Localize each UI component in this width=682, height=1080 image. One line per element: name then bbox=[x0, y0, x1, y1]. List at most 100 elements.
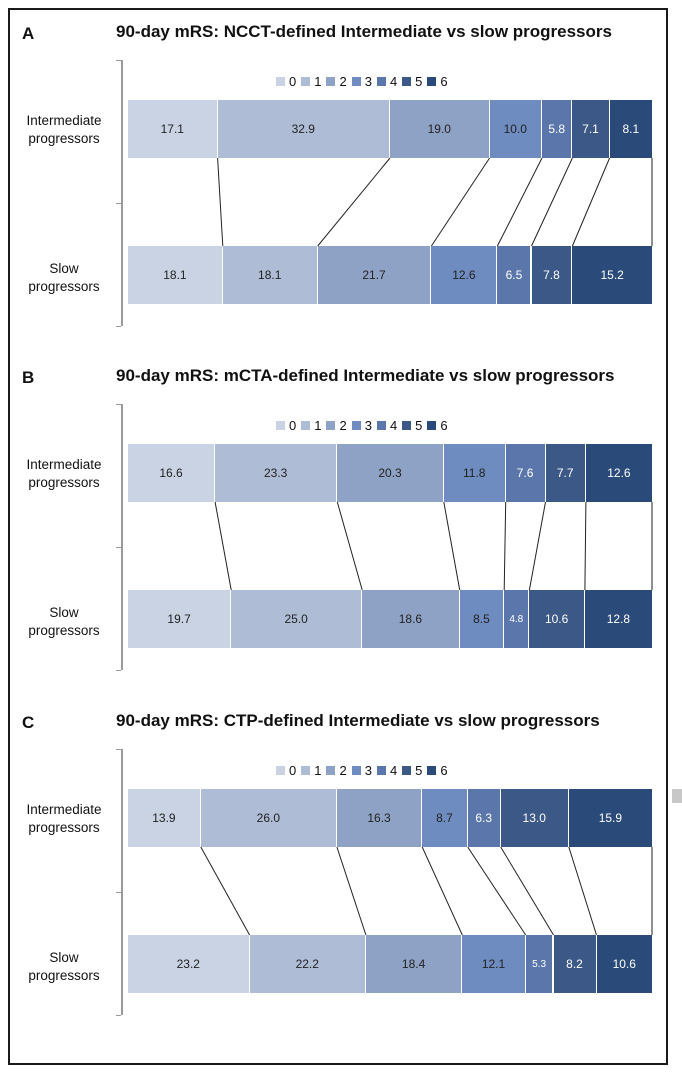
category-label: Slow progressors bbox=[8, 260, 120, 296]
bar-segment: 23.2 bbox=[128, 935, 250, 993]
legend-item: 5 bbox=[402, 763, 422, 778]
legend-swatch bbox=[276, 421, 285, 430]
legend-item: 6 bbox=[427, 74, 448, 89]
bar-value-label: 10.0 bbox=[503, 122, 527, 136]
y-axis-tick bbox=[116, 749, 121, 750]
y-axis-line bbox=[121, 404, 123, 670]
legend-swatch bbox=[376, 766, 386, 775]
bar-segment: 10.6 bbox=[529, 590, 585, 648]
legend-label: 6 bbox=[440, 418, 448, 433]
y-axis-tick bbox=[116, 203, 121, 204]
bar-value-label: 8.5 bbox=[473, 612, 490, 626]
legend-swatch bbox=[402, 77, 412, 86]
category-label: Intermediate progressors bbox=[8, 112, 120, 148]
bar-segment: 21.7 bbox=[317, 246, 432, 304]
legend-label: 0 bbox=[289, 74, 297, 89]
bar-segment: 18.1 bbox=[222, 246, 318, 304]
bar-value-label: 8.7 bbox=[436, 811, 453, 825]
chart-title: 90-day mRS: mCTA-defined Intermediate vs… bbox=[116, 366, 615, 385]
bar-segment: 18.4 bbox=[365, 935, 463, 993]
legend-label: 5 bbox=[415, 418, 423, 433]
bar-value-label: 8.2 bbox=[566, 957, 583, 971]
bar-value-label: 7.6 bbox=[516, 466, 534, 480]
bar-value-label: 19.7 bbox=[167, 612, 191, 626]
category-label-line: Slow bbox=[49, 261, 79, 276]
bar-segment: 13.0 bbox=[500, 789, 569, 847]
bar-segment: 10.6 bbox=[596, 935, 652, 993]
bar-segment: 16.6 bbox=[128, 444, 216, 502]
legend-swatch bbox=[402, 421, 412, 430]
legend-swatch bbox=[402, 766, 412, 775]
legend: 0 1 2 3 4 5 6 bbox=[276, 418, 453, 433]
category-label-line: progressors bbox=[28, 623, 100, 638]
category-label-line: progressors bbox=[28, 968, 100, 983]
legend-label: 3 bbox=[364, 418, 372, 433]
panel-letter: B bbox=[22, 368, 35, 387]
bar-segment: 8.2 bbox=[553, 935, 597, 993]
legend-item: 2 bbox=[326, 418, 347, 433]
legend-label: 1 bbox=[314, 763, 322, 778]
legend-item: 5 bbox=[402, 74, 422, 89]
bar-segment: 12.8 bbox=[584, 590, 652, 648]
bar-segment: 5.3 bbox=[525, 935, 554, 993]
bar-value-label: 12.6 bbox=[607, 466, 631, 480]
legend-item: 1 bbox=[301, 763, 321, 778]
legend-label: 2 bbox=[339, 74, 347, 89]
category-label: Intermediate progressors bbox=[8, 801, 120, 837]
bar-segment: 8.5 bbox=[459, 590, 505, 648]
bar-segment: 12.6 bbox=[585, 444, 652, 502]
legend-swatch bbox=[276, 766, 285, 775]
bar-value-label: 18.6 bbox=[398, 612, 423, 626]
bar-segment: 25.0 bbox=[231, 590, 363, 648]
legend-label: 4 bbox=[389, 74, 398, 89]
legend-label: 0 bbox=[289, 763, 297, 778]
legend: 0 1 2 3 4 5 6 bbox=[276, 763, 453, 778]
legend-label: 3 bbox=[364, 763, 372, 778]
category-label-line: Intermediate bbox=[26, 113, 102, 128]
bar-segment: 26.0 bbox=[200, 789, 337, 847]
bar-value-label: 20.3 bbox=[378, 466, 402, 480]
bar-value-label: 18.1 bbox=[163, 268, 187, 282]
y-axis-tick bbox=[116, 326, 121, 327]
legend-swatch bbox=[326, 766, 336, 775]
legend-label: 1 bbox=[314, 418, 322, 433]
category-label-line: progressors bbox=[28, 475, 100, 490]
category-label-line: Slow bbox=[49, 605, 79, 620]
legend-swatch bbox=[301, 77, 311, 86]
legend-label: 1 bbox=[314, 74, 322, 89]
legend-label: 0 bbox=[289, 418, 297, 433]
y-axis-tick bbox=[116, 1015, 121, 1016]
legend-item: 5 bbox=[402, 418, 422, 433]
bar-segment: 18.1 bbox=[128, 246, 223, 304]
legend-item: 4 bbox=[376, 763, 398, 778]
bar-segment: 7.1 bbox=[572, 100, 610, 158]
legend-swatch bbox=[326, 421, 336, 430]
bar-value-label: 15.2 bbox=[600, 268, 624, 282]
panel-letter: A bbox=[22, 24, 35, 43]
legend-label: 6 bbox=[440, 763, 448, 778]
bar-segment: 22.2 bbox=[249, 935, 366, 993]
bar-value-label: 7.8 bbox=[543, 268, 560, 282]
legend-swatch bbox=[351, 766, 361, 775]
bar-value-label: 32.9 bbox=[291, 122, 315, 136]
bar-value-label: 4.8 bbox=[509, 613, 524, 625]
legend-item: 1 bbox=[301, 418, 321, 433]
legend-label: 4 bbox=[389, 763, 398, 778]
bar-value-label: 10.6 bbox=[612, 957, 636, 971]
y-axis-tick bbox=[116, 404, 121, 405]
legend-swatch bbox=[427, 766, 437, 775]
bar-segment: 5.8 bbox=[542, 100, 573, 158]
category-label-line: progressors bbox=[28, 279, 100, 294]
bar-value-label: 25.0 bbox=[284, 612, 308, 626]
category-label: Intermediate progressors bbox=[8, 456, 120, 492]
category-label: Slow progressors bbox=[8, 604, 120, 640]
category-label-line: progressors bbox=[28, 131, 100, 146]
legend-label: 3 bbox=[364, 74, 372, 89]
bar-segment: 20.3 bbox=[337, 444, 444, 502]
bar-value-label: 6.3 bbox=[475, 811, 493, 825]
bar-value-label: 23.2 bbox=[176, 957, 200, 971]
bar-value-label: 7.1 bbox=[582, 122, 599, 136]
bar-value-label: 5.3 bbox=[532, 958, 547, 970]
legend-item: 2 bbox=[326, 763, 347, 778]
legend-label: 6 bbox=[440, 74, 448, 89]
